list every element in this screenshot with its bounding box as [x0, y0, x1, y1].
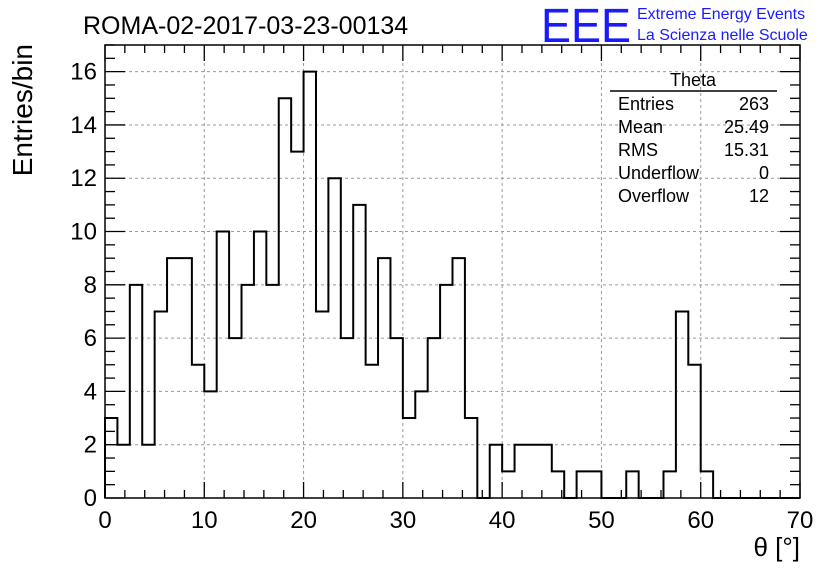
y-tick-label: 10: [70, 219, 97, 246]
histogram-bin: [366, 365, 378, 498]
stats-label-overflow: Overflow: [618, 186, 690, 206]
histogram-bin: [217, 232, 229, 498]
stats-label-rms: RMS: [618, 140, 658, 160]
histogram-bin: [515, 445, 527, 498]
histogram-bin: [701, 471, 713, 498]
axes: [104, 44, 801, 499]
x-tick-label: 50: [588, 507, 615, 534]
run-title: ROMA-02-2017-03-23-00134: [83, 12, 408, 40]
histogram-bin: [254, 232, 266, 498]
histogram-bin: [316, 311, 328, 498]
logo-mark: EEE: [541, 0, 631, 53]
histogram-bin: [279, 98, 291, 498]
y-tick-label: 8: [84, 272, 97, 299]
stats-label-entries: Entries: [618, 94, 674, 114]
stats-title: Theta: [670, 70, 717, 90]
eee-logo: EEE Extreme Energy Events La Scienza nel…: [541, 0, 808, 53]
stats-label-underflow: Underflow: [618, 163, 700, 183]
histogram-bin: [341, 338, 353, 498]
x-tick-label: 40: [489, 507, 516, 534]
stats-value-underflow: 0: [759, 163, 769, 183]
histogram-bin: [403, 418, 415, 498]
histogram-bin: [502, 471, 514, 498]
histogram-bin: [155, 311, 167, 498]
histogram-bin: [428, 338, 440, 498]
y-tick-label: 12: [70, 165, 97, 192]
histogram-bin: [453, 258, 465, 498]
stats-value-entries: 263: [739, 94, 769, 114]
y-tick-label: 0: [84, 485, 97, 512]
histogram-bin: [688, 365, 700, 498]
histogram-bin: [378, 258, 390, 498]
x-tick-label: 0: [98, 507, 111, 534]
x-tick-label: 30: [390, 507, 417, 534]
histogram-bin: [465, 418, 477, 498]
histogram-bin: [626, 471, 638, 498]
y-tick-label: 14: [70, 112, 97, 139]
x-tick-label: 70: [787, 507, 814, 534]
y-tick-label: 4: [84, 378, 97, 405]
histogram-bin: [353, 205, 365, 498]
x-tick-label: 60: [687, 507, 714, 534]
histogram-bin: [676, 311, 688, 498]
stats-value-rms: 15.31: [724, 140, 769, 160]
histogram-bin: [663, 471, 675, 498]
y-tick-label: 6: [84, 325, 97, 352]
histogram-bin: [291, 152, 303, 498]
histogram-bin: [179, 258, 191, 498]
histogram-bin: [577, 471, 589, 498]
histogram-bin: [589, 471, 601, 498]
histogram-bin: [192, 365, 204, 498]
histogram-bin: [229, 338, 241, 498]
logo-line2: La Scienza nelle Scuole: [637, 27, 808, 44]
histogram-bin: [167, 258, 179, 498]
y-tick-label: 16: [70, 59, 97, 86]
histogram-bin: [390, 338, 402, 498]
stats-value-mean: 25.49: [724, 117, 769, 137]
y-axis-label: Entries/bin: [7, 44, 38, 176]
histogram-bin: [527, 445, 539, 498]
x-axis-label: θ [°]: [753, 532, 800, 562]
tick-labels: 0 10 20 30 40 50 60 70 0 2 4 6 8 10 12 14 16: [70, 59, 813, 534]
x-tick-label: 20: [290, 507, 317, 534]
stats-label-mean: Mean: [618, 117, 663, 137]
histogram-bin: [490, 445, 502, 498]
x-tick-label: 10: [191, 507, 218, 534]
stats-value-overflow: 12: [749, 186, 769, 206]
stats-box: Theta Entries 263 Mean 25.49 RMS 15.31 U…: [610, 70, 777, 206]
histogram-bin: [117, 445, 129, 498]
logo-line1: Extreme Energy Events: [637, 6, 805, 23]
y-tick-label: 2: [84, 432, 97, 459]
